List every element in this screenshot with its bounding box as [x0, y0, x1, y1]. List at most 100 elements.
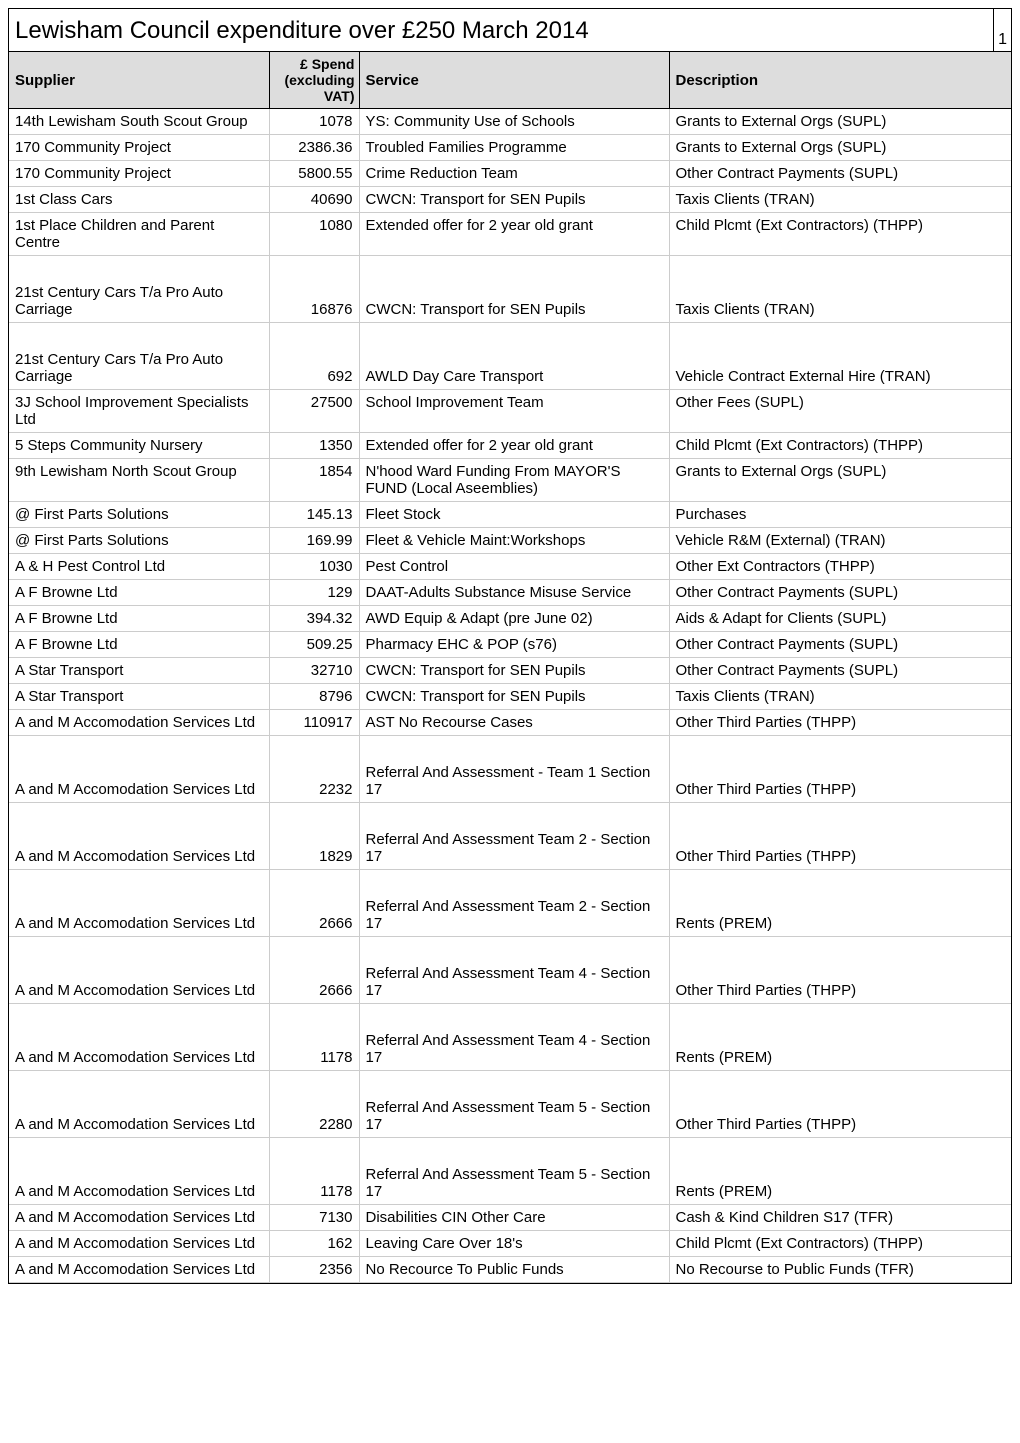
col-header-description: Description — [669, 52, 1011, 109]
page: Lewisham Council expenditure over £250 M… — [0, 0, 1020, 1292]
cell-supplier: A and M Accomodation Services Ltd — [9, 1257, 269, 1283]
cell-amount: 692 — [269, 323, 359, 390]
cell-supplier: A F Browne Ltd — [9, 606, 269, 632]
cell-description: Purchases — [669, 502, 1011, 528]
table-row: A and M Accomodation Services Ltd110917A… — [9, 710, 1011, 736]
cell-amount: 2356 — [269, 1257, 359, 1283]
cell-supplier: A and M Accomodation Services Ltd — [9, 736, 269, 803]
cell-amount: 169.99 — [269, 528, 359, 554]
table-row: 14th Lewisham South Scout Group1078YS: C… — [9, 109, 1011, 135]
table-row: 1st Place Children and Parent Centre1080… — [9, 213, 1011, 256]
cell-supplier: A and M Accomodation Services Ltd — [9, 1231, 269, 1257]
cell-amount: 2666 — [269, 870, 359, 937]
table-row: A and M Accomodation Services Ltd2356No … — [9, 1257, 1011, 1283]
cell-supplier: A and M Accomodation Services Ltd — [9, 803, 269, 870]
title-row: Lewisham Council expenditure over £250 M… — [9, 9, 1011, 52]
sheet-frame: Lewisham Council expenditure over £250 M… — [8, 8, 1012, 1284]
cell-amount: 5800.55 — [269, 161, 359, 187]
table-row: A Star Transport32710CWCN: Transport for… — [9, 658, 1011, 684]
cell-amount: 1030 — [269, 554, 359, 580]
table-row: @ First Parts Solutions145.13Fleet Stock… — [9, 502, 1011, 528]
cell-amount: 162 — [269, 1231, 359, 1257]
table-row: A and M Accomodation Services Ltd2280Ref… — [9, 1071, 1011, 1138]
cell-amount: 40690 — [269, 187, 359, 213]
cell-supplier: A F Browne Ltd — [9, 580, 269, 606]
cell-supplier: A and M Accomodation Services Ltd — [9, 870, 269, 937]
cell-service: AWLD Day Care Transport — [359, 323, 669, 390]
cell-amount: 32710 — [269, 658, 359, 684]
cell-supplier: 3J School Improvement Specialists Ltd — [9, 390, 269, 433]
cell-amount: 27500 — [269, 390, 359, 433]
cell-description: Taxis Clients (TRAN) — [669, 256, 1011, 323]
cell-description: Other Contract Payments (SUPL) — [669, 161, 1011, 187]
cell-supplier: @ First Parts Solutions — [9, 502, 269, 528]
cell-description: Other Contract Payments (SUPL) — [669, 658, 1011, 684]
cell-description: Rents (PREM) — [669, 870, 1011, 937]
table-row: 170 Community Project2386.36Troubled Fam… — [9, 135, 1011, 161]
cell-amount: 1178 — [269, 1004, 359, 1071]
table-row: A and M Accomodation Services Ltd2666Ref… — [9, 937, 1011, 1004]
cell-amount: 1080 — [269, 213, 359, 256]
cell-description: Taxis Clients (TRAN) — [669, 684, 1011, 710]
cell-supplier: 1st Place Children and Parent Centre — [9, 213, 269, 256]
cell-service: Referral And Assessment Team 2 - Section… — [359, 870, 669, 937]
cell-amount: 2280 — [269, 1071, 359, 1138]
cell-service: Referral And Assessment Team 5 - Section… — [359, 1138, 669, 1205]
cell-service: YS: Community Use of Schools — [359, 109, 669, 135]
cell-description: Cash & Kind Children S17 (TFR) — [669, 1205, 1011, 1231]
page-number: 1 — [993, 9, 1011, 51]
cell-service: Extended offer for 2 year old grant — [359, 433, 669, 459]
cell-service: Extended offer for 2 year old grant — [359, 213, 669, 256]
cell-service: Fleet & Vehicle Maint:Workshops — [359, 528, 669, 554]
cell-service: Referral And Assessment Team 2 - Section… — [359, 803, 669, 870]
col-header-supplier: Supplier — [9, 52, 269, 109]
cell-supplier: 170 Community Project — [9, 161, 269, 187]
cell-supplier: A Star Transport — [9, 684, 269, 710]
cell-supplier: 21st Century Cars T/a Pro Auto Carriage — [9, 256, 269, 323]
cell-amount: 16876 — [269, 256, 359, 323]
table-row: A and M Accomodation Services Ltd162Leav… — [9, 1231, 1011, 1257]
cell-description: Other Contract Payments (SUPL) — [669, 580, 1011, 606]
table-row: A F Browne Ltd394.32AWD Equip & Adapt (p… — [9, 606, 1011, 632]
cell-description: Other Contract Payments (SUPL) — [669, 632, 1011, 658]
table-row: 5 Steps Community Nursery1350Extended of… — [9, 433, 1011, 459]
table-row: A and M Accomodation Services Ltd1178Ref… — [9, 1138, 1011, 1205]
cell-description: Other Third Parties (THPP) — [669, 803, 1011, 870]
cell-service: Pharmacy EHC & POP (s76) — [359, 632, 669, 658]
table-row: A F Browne Ltd509.25Pharmacy EHC & POP (… — [9, 632, 1011, 658]
cell-amount: 145.13 — [269, 502, 359, 528]
expenditure-table: Supplier £ Spend (excluding VAT) Service… — [9, 52, 1011, 1283]
table-row: 9th Lewisham North Scout Group1854N'hood… — [9, 459, 1011, 502]
cell-service: AST No Recourse Cases — [359, 710, 669, 736]
table-row: A and M Accomodation Services Ltd1178Ref… — [9, 1004, 1011, 1071]
cell-amount: 2666 — [269, 937, 359, 1004]
cell-amount: 2232 — [269, 736, 359, 803]
cell-supplier: A and M Accomodation Services Ltd — [9, 1205, 269, 1231]
table-row: A and M Accomodation Services Ltd2666Ref… — [9, 870, 1011, 937]
cell-description: Child Plcmt (Ext Contractors) (THPP) — [669, 1231, 1011, 1257]
table-row: A F Browne Ltd129DAAT-Adults Substance M… — [9, 580, 1011, 606]
cell-description: Vehicle R&M (External) (TRAN) — [669, 528, 1011, 554]
cell-supplier: 5 Steps Community Nursery — [9, 433, 269, 459]
cell-service: No Recource To Public Funds — [359, 1257, 669, 1283]
cell-amount: 2386.36 — [269, 135, 359, 161]
col-header-amount: £ Spend (excluding VAT) — [269, 52, 359, 109]
cell-supplier: A and M Accomodation Services Ltd — [9, 1071, 269, 1138]
cell-service: CWCN: Transport for SEN Pupils — [359, 256, 669, 323]
cell-description: Other Third Parties (THPP) — [669, 736, 1011, 803]
table-row: A and M Accomodation Services Ltd7130Dis… — [9, 1205, 1011, 1231]
cell-amount: 1078 — [269, 109, 359, 135]
col-header-service: Service — [359, 52, 669, 109]
table-body: 14th Lewisham South Scout Group1078YS: C… — [9, 109, 1011, 1283]
cell-service: Referral And Assessment Team 4 - Section… — [359, 1004, 669, 1071]
cell-service: Troubled Families Programme — [359, 135, 669, 161]
table-row: 21st Century Cars T/a Pro Auto Carriage6… — [9, 323, 1011, 390]
cell-supplier: @ First Parts Solutions — [9, 528, 269, 554]
cell-amount: 509.25 — [269, 632, 359, 658]
cell-description: Grants to External Orgs (SUPL) — [669, 135, 1011, 161]
cell-supplier: 21st Century Cars T/a Pro Auto Carriage — [9, 323, 269, 390]
cell-service: Referral And Assessment - Team 1 Section… — [359, 736, 669, 803]
table-row: @ First Parts Solutions169.99Fleet & Veh… — [9, 528, 1011, 554]
cell-service: Pest Control — [359, 554, 669, 580]
cell-description: Rents (PREM) — [669, 1004, 1011, 1071]
